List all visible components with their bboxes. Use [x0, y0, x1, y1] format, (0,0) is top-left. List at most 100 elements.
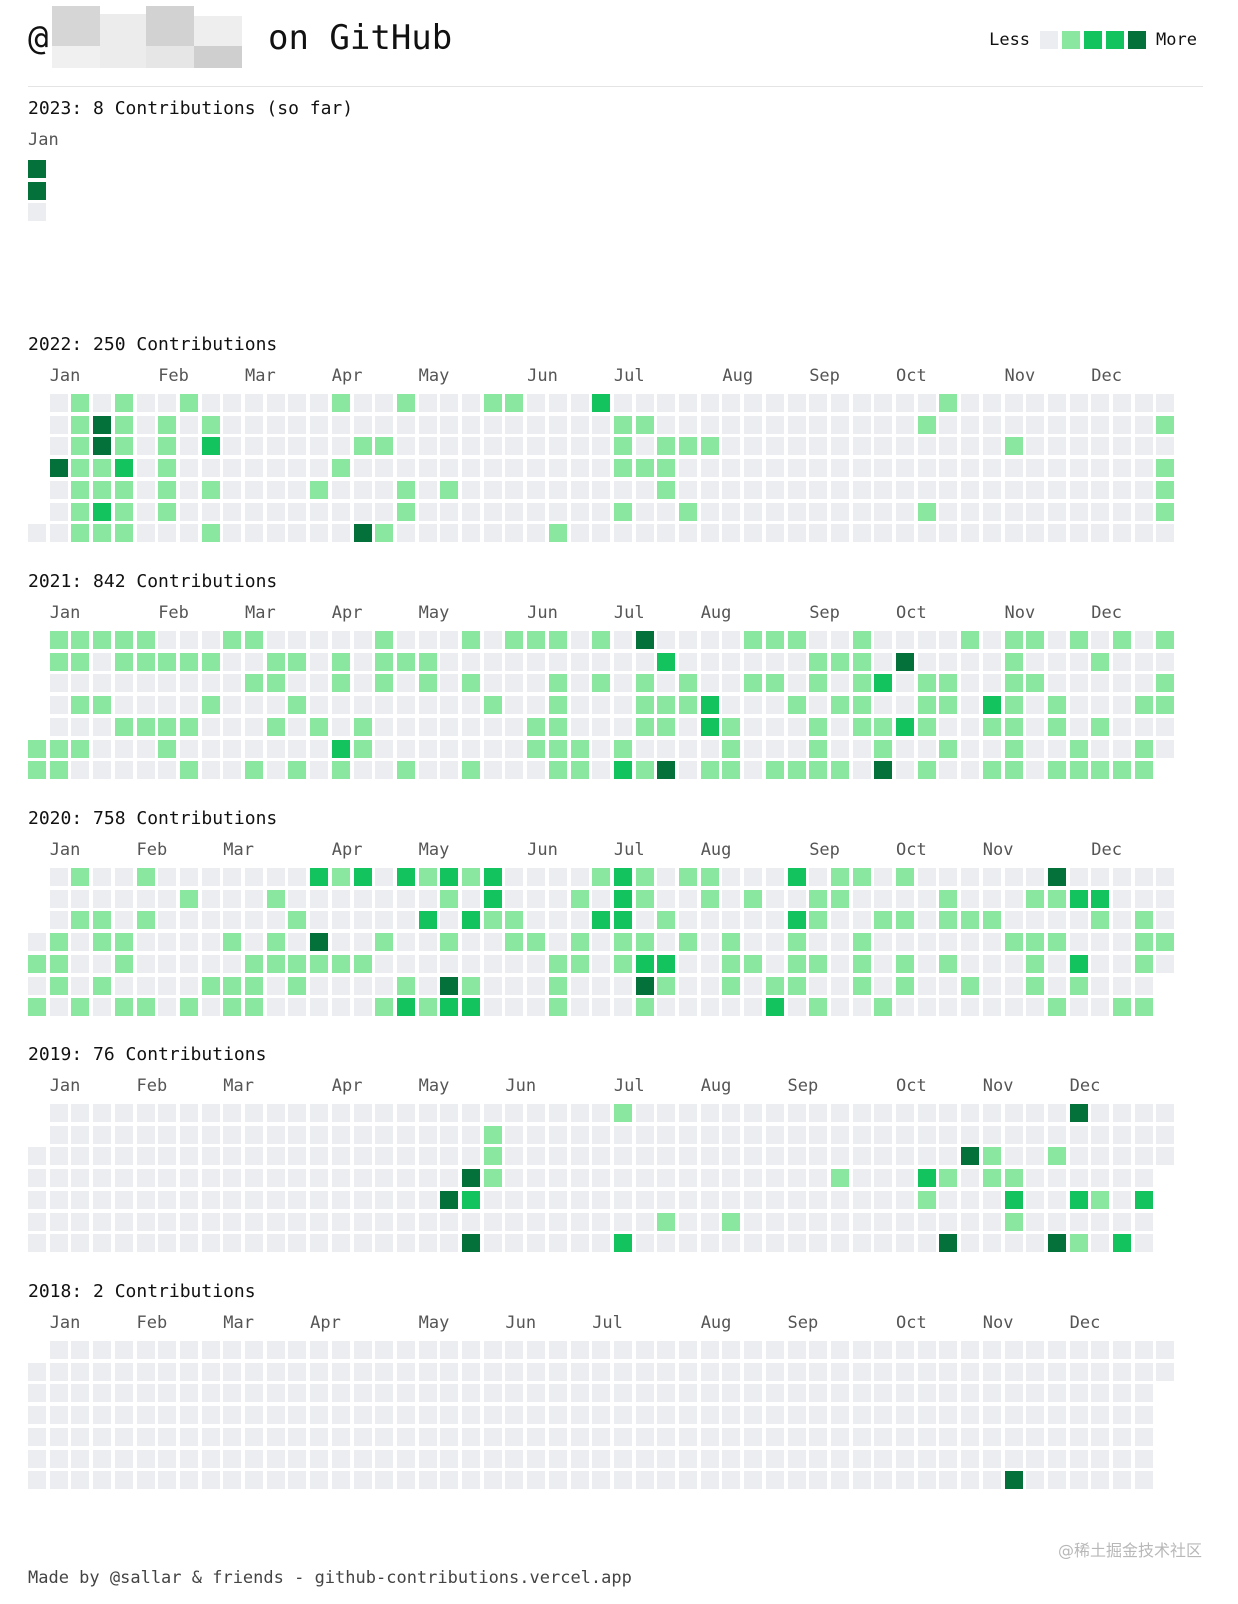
- day-cell[interactable]: [700, 631, 719, 649]
- day-cell[interactable]: [765, 1104, 784, 1122]
- day-cell[interactable]: [852, 480, 871, 499]
- day-cell[interactable]: [266, 1234, 285, 1253]
- day-cell[interactable]: [700, 1341, 719, 1359]
- day-cell[interactable]: [114, 1427, 133, 1446]
- day-cell[interactable]: [982, 1341, 1001, 1359]
- day-cell[interactable]: [1156, 394, 1175, 412]
- day-cell[interactable]: [418, 911, 437, 930]
- day-cell[interactable]: [722, 674, 741, 693]
- day-cell[interactable]: [288, 1362, 307, 1381]
- day-cell[interactable]: [787, 480, 806, 499]
- day-cell[interactable]: [28, 524, 46, 543]
- day-cell[interactable]: [1113, 1362, 1131, 1381]
- day-cell[interactable]: [353, 998, 372, 1017]
- day-cell[interactable]: [527, 739, 546, 758]
- day-cell[interactable]: [179, 976, 198, 995]
- day-cell[interactable]: [961, 1341, 980, 1359]
- day-cell[interactable]: [809, 1125, 828, 1144]
- day-cell[interactable]: [353, 739, 372, 758]
- day-cell[interactable]: [49, 1190, 68, 1209]
- day-cell[interactable]: [462, 1147, 480, 1166]
- day-cell[interactable]: [787, 1341, 806, 1359]
- day-cell[interactable]: [179, 480, 198, 499]
- day-cell[interactable]: [830, 761, 849, 780]
- day-cell[interactable]: [440, 674, 459, 693]
- day-cell[interactable]: [49, 1169, 68, 1188]
- day-cell[interactable]: [179, 998, 198, 1017]
- day-cell[interactable]: [874, 502, 893, 521]
- day-cell[interactable]: [375, 998, 394, 1017]
- day-cell[interactable]: [1091, 415, 1110, 434]
- day-cell[interactable]: [722, 1212, 741, 1231]
- day-cell[interactable]: [1069, 911, 1088, 930]
- day-cell[interactable]: [896, 480, 914, 499]
- day-cell[interactable]: [310, 437, 329, 456]
- day-cell[interactable]: [592, 437, 611, 456]
- day-cell[interactable]: [765, 1362, 784, 1381]
- day-cell[interactable]: [1113, 911, 1131, 930]
- day-cell[interactable]: [570, 889, 589, 908]
- day-cell[interactable]: [874, 976, 893, 995]
- day-cell[interactable]: [830, 1234, 849, 1253]
- day-cell[interactable]: [505, 761, 524, 780]
- day-cell[interactable]: [809, 761, 828, 780]
- day-cell[interactable]: [874, 674, 893, 693]
- day-cell[interactable]: [505, 1427, 524, 1446]
- day-cell[interactable]: [961, 674, 980, 693]
- day-cell[interactable]: [570, 1427, 589, 1446]
- day-cell[interactable]: [982, 696, 1001, 715]
- day-cell[interactable]: [266, 761, 285, 780]
- day-cell[interactable]: [375, 437, 394, 456]
- day-cell[interactable]: [440, 868, 459, 886]
- day-cell[interactable]: [1091, 976, 1110, 995]
- day-cell[interactable]: [548, 1104, 567, 1122]
- day-cell[interactable]: [635, 652, 654, 671]
- day-cell[interactable]: [722, 696, 741, 715]
- day-cell[interactable]: [288, 1384, 307, 1403]
- day-cell[interactable]: [71, 652, 90, 671]
- day-cell[interactable]: [700, 394, 719, 412]
- day-cell[interactable]: [917, 954, 936, 973]
- day-cell[interactable]: [418, 761, 437, 780]
- day-cell[interactable]: [49, 1384, 68, 1403]
- day-cell[interactable]: [744, 394, 763, 412]
- day-cell[interactable]: [1156, 524, 1175, 543]
- day-cell[interactable]: [71, 631, 90, 649]
- day-cell[interactable]: [1047, 717, 1066, 736]
- day-cell[interactable]: [852, 1384, 871, 1403]
- day-cell[interactable]: [505, 1384, 524, 1403]
- day-cell[interactable]: [722, 394, 741, 412]
- day-cell[interactable]: [310, 1104, 329, 1122]
- day-cell[interactable]: [939, 889, 958, 908]
- day-cell[interactable]: [201, 696, 220, 715]
- day-cell[interactable]: [961, 889, 980, 908]
- day-cell[interactable]: [1004, 976, 1023, 995]
- day-cell[interactable]: [787, 696, 806, 715]
- day-cell[interactable]: [830, 1406, 849, 1425]
- day-cell[interactable]: [548, 415, 567, 434]
- day-cell[interactable]: [592, 1362, 611, 1381]
- day-cell[interactable]: [1004, 631, 1023, 649]
- day-cell[interactable]: [765, 631, 784, 649]
- day-cell[interactable]: [1069, 1104, 1088, 1122]
- day-cell[interactable]: [787, 954, 806, 973]
- day-cell[interactable]: [1026, 933, 1045, 952]
- day-cell[interactable]: [1156, 954, 1175, 973]
- day-cell[interactable]: [331, 976, 350, 995]
- day-cell[interactable]: [136, 1406, 155, 1425]
- day-cell[interactable]: [679, 524, 697, 543]
- day-cell[interactable]: [288, 1449, 307, 1468]
- day-cell[interactable]: [93, 933, 112, 952]
- day-cell[interactable]: [722, 652, 741, 671]
- day-cell[interactable]: [223, 1427, 242, 1446]
- day-cell[interactable]: [548, 717, 567, 736]
- day-cell[interactable]: [1156, 1104, 1175, 1122]
- day-cell[interactable]: [1091, 696, 1110, 715]
- day-cell[interactable]: [809, 394, 828, 412]
- day-cell[interactable]: [331, 1190, 350, 1209]
- day-cell[interactable]: [700, 933, 719, 952]
- day-cell[interactable]: [1026, 1147, 1045, 1166]
- day-cell[interactable]: [527, 480, 546, 499]
- day-cell[interactable]: [744, 1341, 763, 1359]
- day-cell[interactable]: [331, 1212, 350, 1231]
